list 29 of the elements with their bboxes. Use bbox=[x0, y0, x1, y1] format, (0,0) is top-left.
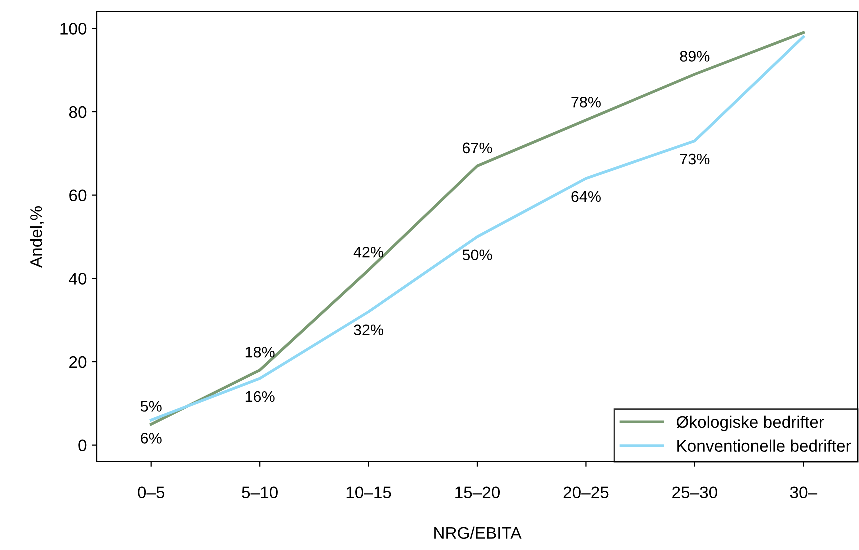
y-tick-label: 80 bbox=[69, 106, 87, 118]
y-tick-label: 40 bbox=[69, 273, 87, 285]
y-tick-label: 0 bbox=[78, 440, 87, 452]
data-label: 73% bbox=[680, 154, 710, 165]
x-axis-title: NRG/EBITA bbox=[434, 526, 522, 540]
data-label: 64% bbox=[572, 191, 601, 202]
legend-label: Konventionelle bedrifter bbox=[678, 440, 852, 452]
data-label: 5% bbox=[140, 401, 162, 412]
data-label: 89% bbox=[680, 51, 710, 62]
x-tick-label: 30– bbox=[790, 486, 818, 499]
x-tick-label: 10–15 bbox=[346, 486, 392, 499]
data-label: 67% bbox=[462, 142, 492, 154]
x-tick-label: 5–10 bbox=[242, 486, 278, 499]
data-label: 50% bbox=[462, 250, 492, 261]
y-tick-label: 20 bbox=[70, 356, 87, 368]
legend-label: Økologiske bedrifter bbox=[676, 416, 824, 432]
x-tick-label: 15–20 bbox=[456, 486, 500, 499]
data-label: 32% bbox=[354, 324, 384, 336]
y-axis-title: Andel,% bbox=[30, 206, 44, 268]
x-tick-label: 20–25 bbox=[564, 486, 609, 499]
data-label: 6% bbox=[141, 433, 162, 444]
data-label: 42% bbox=[354, 246, 384, 258]
x-tick-label: 0–5 bbox=[138, 486, 165, 499]
x-tick-label: 25–30 bbox=[672, 486, 718, 499]
data-label: 18% bbox=[246, 346, 275, 358]
data-label: 16% bbox=[246, 391, 275, 402]
y-tick-label: 100 bbox=[60, 23, 87, 35]
y-tick-label: 60 bbox=[70, 190, 87, 202]
data-label: 78% bbox=[572, 96, 601, 108]
